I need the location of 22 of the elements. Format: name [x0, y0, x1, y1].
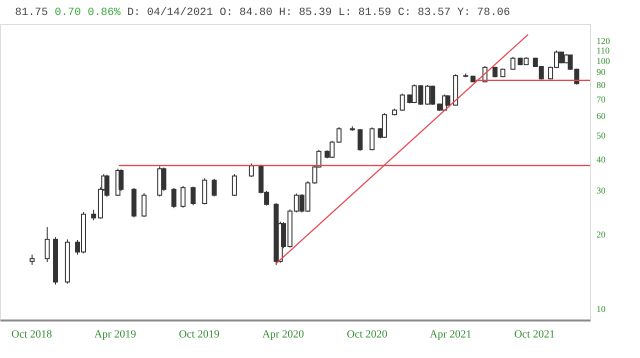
- y-tick-label: 60: [596, 110, 606, 121]
- y-tick-label: 80: [596, 80, 606, 90]
- y-tick-label: 20: [596, 229, 606, 240]
- text: 0.70 0.86%: [54, 7, 122, 19]
- y-tick-label: 50: [596, 130, 606, 141]
- x-tick-label: Oct 2020: [346, 328, 388, 340]
- text: 81.75: [15, 7, 48, 19]
- x-tick-label: Apr 2020: [262, 328, 305, 340]
- x-tick-label: Apr 2021: [430, 328, 472, 340]
- x-tick-label: Oct 2019: [178, 328, 220, 340]
- y-tick-label: 120: [596, 36, 610, 46]
- y-tick-label: 110: [596, 46, 610, 56]
- text: D: 04/14/2021 O: 84.80 H: 85.39 L: 81.59 C: 83.57 Y: 78.06: [127, 7, 510, 19]
- y-tick-label: 90: [596, 67, 606, 78]
- y-tick-label: 30: [596, 186, 606, 196]
- x-tick-label: Apr 2019: [94, 328, 137, 340]
- y-tick-label: 10: [596, 304, 606, 314]
- y-tick-label: 70: [596, 94, 606, 104]
- y-tick-label: 100: [596, 56, 610, 66]
- x-tick-label: Oct 2018: [11, 328, 53, 340]
- x-tick-label: Oct 2021: [514, 328, 555, 340]
- y-tick-label: 40: [596, 154, 606, 165]
